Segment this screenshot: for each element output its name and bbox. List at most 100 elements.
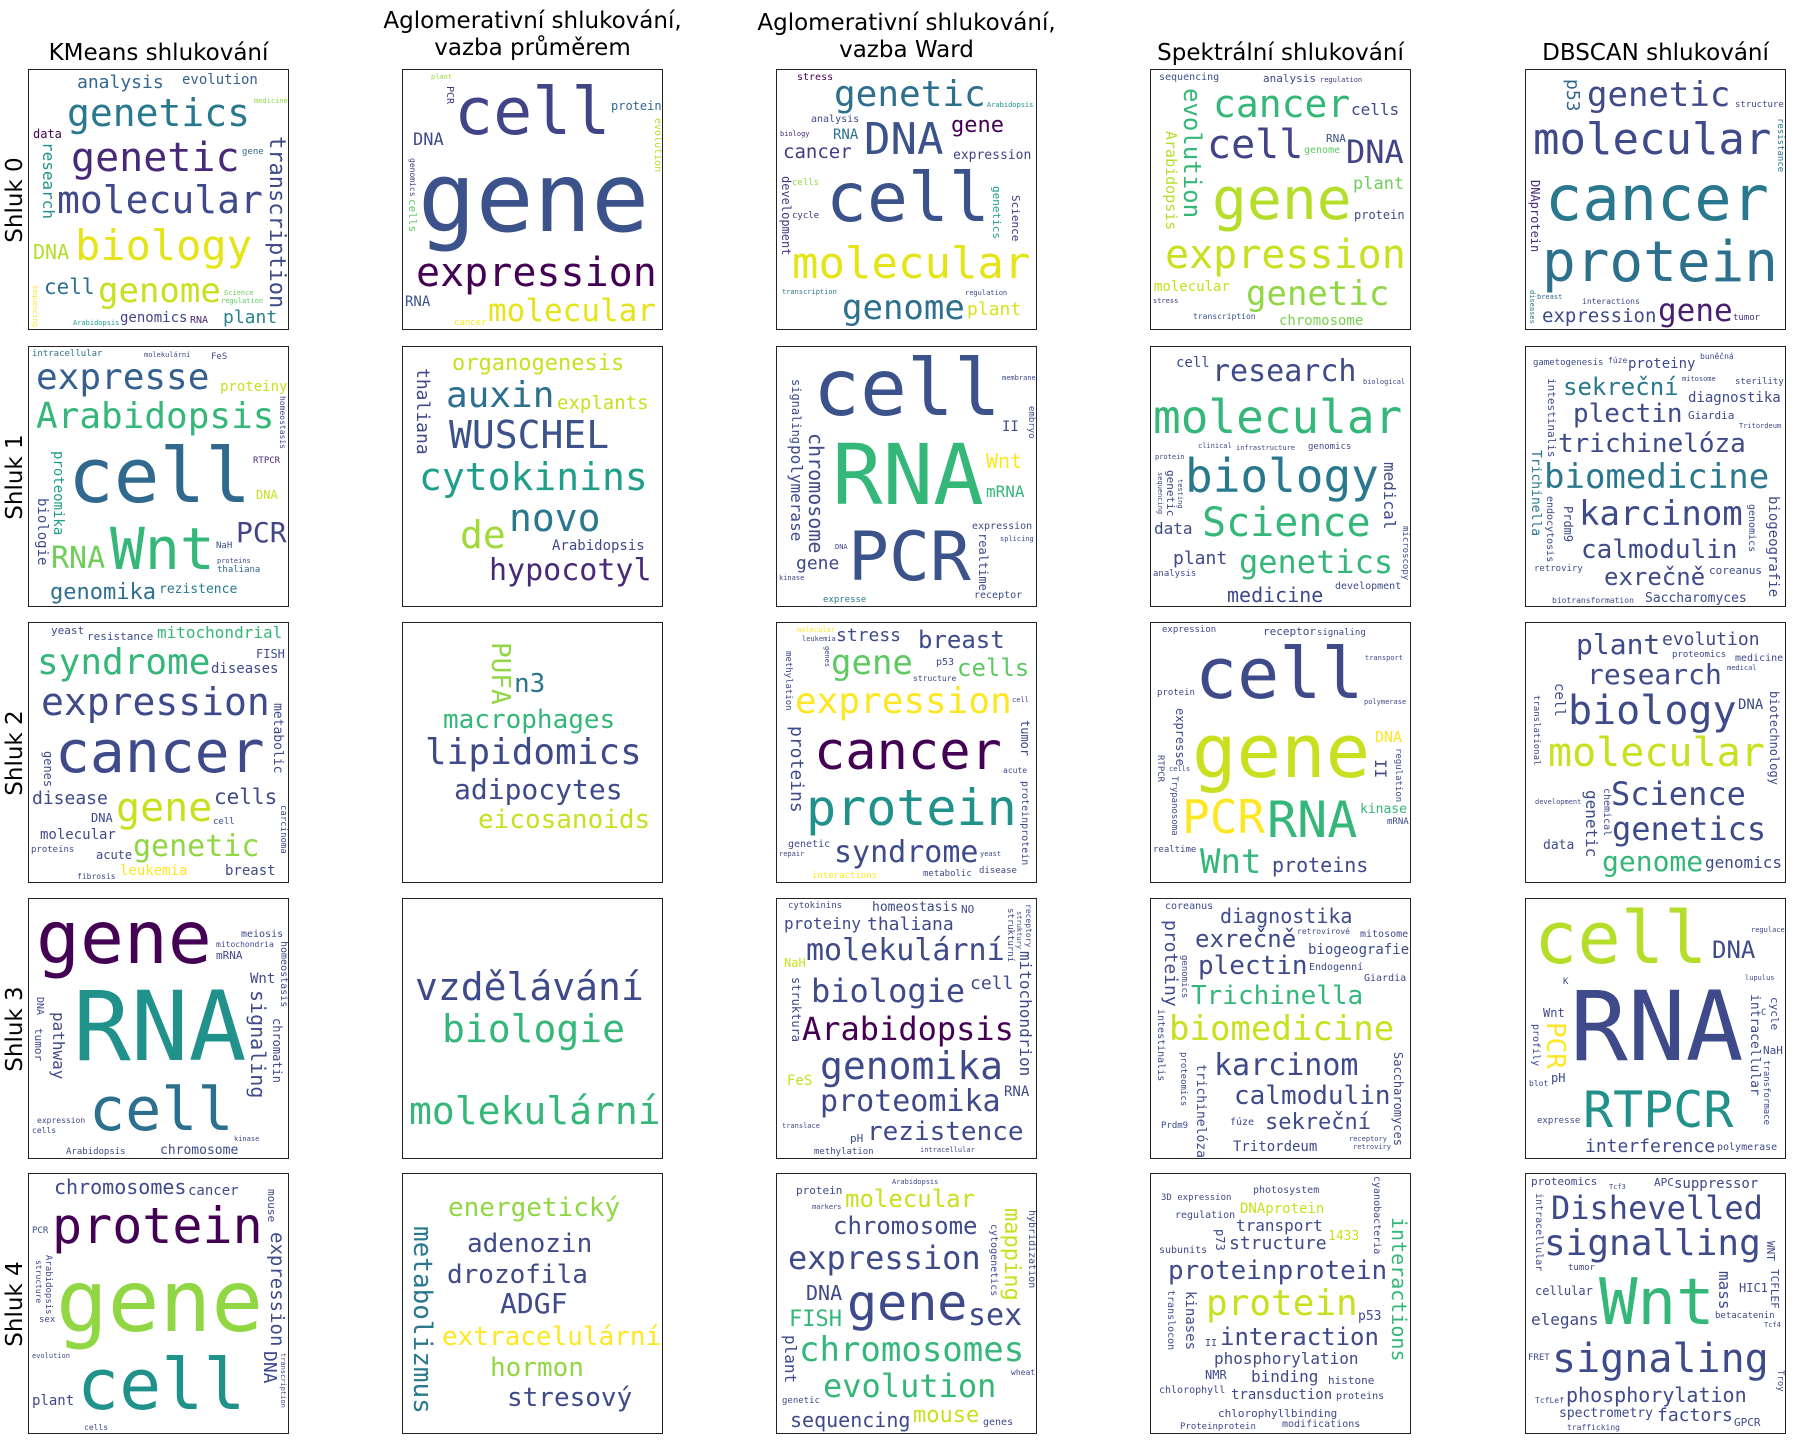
cloud-word: Tcf4 [1764, 1321, 1781, 1329]
cloud-word: wheat [1011, 1368, 1036, 1377]
cloud-word: medicine [1227, 583, 1324, 607]
cloud-word: Proteinprotein [1180, 1422, 1256, 1432]
cloud-word: genetic [1246, 274, 1390, 314]
cloud-word: lipidomics [425, 732, 642, 773]
cloud-word: RNA [1570, 971, 1744, 1083]
cloud-word: Wnt [1543, 1006, 1565, 1020]
cloud-word: chromosome [833, 1212, 978, 1240]
cloud-word: NaH [1763, 1044, 1783, 1057]
cloud-word: fúze [1608, 356, 1628, 365]
cloud-word: carcinoma [278, 805, 289, 854]
cloud-word: DNA [91, 811, 113, 825]
cloud-word: cell [77, 1344, 246, 1426]
cloud-word: histone [1328, 1374, 1375, 1387]
cloud-word: Wnt [250, 971, 276, 987]
cloud-word: gene [1192, 709, 1371, 795]
cloud-word: realtime [975, 533, 990, 591]
cloud-word: cell [1534, 898, 1708, 980]
cloud-word: kinase [234, 1135, 260, 1143]
cloud-word: genome [842, 288, 965, 328]
cloud-word: RTPCR [253, 456, 281, 466]
cloud-word: mitochondrion [1015, 951, 1035, 1077]
cloud-word: cells [214, 785, 278, 809]
cloud-word: cell [454, 75, 611, 150]
cloud-word: microscopy [1400, 526, 1411, 581]
cloud-word: RNA [1004, 1084, 1030, 1100]
cloud-word: Trichinella [1191, 981, 1364, 1011]
cloud-word: analysis [77, 72, 164, 93]
cloud-word: cancer [783, 141, 852, 163]
cloud-word: expression [795, 681, 1012, 722]
cloud-word: structure [913, 674, 957, 683]
cloud-word: resistance [1775, 118, 1786, 173]
cloud-word: II [1205, 1338, 1218, 1349]
cloud-word: Tritordeum [1739, 422, 1782, 430]
cloud-word: explants [557, 392, 649, 414]
cloud-word: structure [34, 1260, 44, 1304]
cloud-word: proteomics [1672, 650, 1727, 660]
wordcloud-panel: RNA gene cell signaling chromosome mitochondr… [28, 898, 289, 1159]
cloud-word: RNA [51, 541, 106, 576]
cloud-word: sequencing [790, 1408, 911, 1432]
cloud-word: RNA [1326, 132, 1346, 145]
cloud-word: signaling [246, 990, 270, 1099]
cloud-word: adipocytes [454, 773, 623, 806]
cloud-word: sterility [1735, 377, 1784, 387]
cloud-word: gene [831, 643, 913, 683]
cloud-word: stress [797, 72, 834, 83]
cloud-word: transformace [1761, 1060, 1772, 1126]
cloud-word: cancer [55, 718, 265, 786]
cloud-word: energetický [448, 1193, 621, 1223]
cloud-word: regulation [221, 297, 264, 305]
column-title: Aglomerativní shlukování, vazba průměrem [383, 8, 682, 61]
cloud-word: genomics [1308, 442, 1352, 452]
cloud-word: phosphorylation [1214, 1349, 1359, 1368]
cloud-word: cycle [1767, 997, 1781, 1031]
cloud-word: cancer [1545, 162, 1769, 235]
cloud-word: buněčná [1700, 352, 1734, 361]
cloud-word: acute [96, 848, 133, 862]
cloud-word: protein [1354, 208, 1405, 222]
cloud-word: protein [1155, 453, 1185, 461]
cloud-word: analysis [1153, 569, 1197, 579]
cloud-word: kinases [1181, 1291, 1198, 1351]
cloud-word: genetic [834, 74, 986, 115]
cloud-word: regulation [1175, 1210, 1236, 1221]
cloud-word: macrophages [443, 705, 616, 735]
row-label: Shluk 2 [2, 709, 28, 796]
cloud-word: genes [40, 751, 55, 788]
cloud-word: RNA [833, 127, 859, 143]
cloud-word: transcription [782, 288, 837, 296]
cloud-word: TCFLEF [1767, 1269, 1781, 1309]
cloud-word: chromatin [269, 1018, 284, 1084]
cloud-word: gene [1658, 293, 1733, 329]
cloud-word: chromosomes [799, 1330, 1025, 1370]
cloud-word: testing [1176, 479, 1185, 509]
cloud-word: meiosis [241, 929, 284, 940]
cloud-word: DNA [258, 1351, 280, 1384]
cloud-word: cellular [1535, 1284, 1593, 1298]
cloud-word: karcinom [1579, 494, 1743, 534]
cloud-word: biotechnology [1766, 691, 1781, 785]
cloud-word: molecular [845, 1185, 976, 1213]
cloud-word: spectrometry [1559, 1406, 1653, 1421]
cloud-word: membrane [1002, 374, 1036, 382]
column-title: Aglomerativní shlukování, vazba Ward [757, 10, 1056, 63]
cloud-word: Trypanosoma [1169, 776, 1180, 836]
cloud-word: homeostasis [278, 396, 288, 449]
cloud-word: metabolic [269, 703, 285, 774]
cloud-word: data [1154, 519, 1193, 538]
cloud-word: sex [39, 1315, 56, 1325]
cloud-word: receptor [974, 590, 1023, 601]
cloud-word: breast [225, 863, 276, 879]
cloud-word: profily [1529, 1024, 1541, 1067]
cloud-word: gene [418, 142, 650, 254]
cloud-word: strukturní [1005, 908, 1016, 963]
cloud-word: PCR [236, 516, 287, 549]
cloud-word: eicosanoids [478, 805, 651, 835]
cloud-word: NaH [216, 541, 233, 551]
cloud-word: APC [1654, 1176, 1674, 1189]
cloud-word: adenozin [467, 1229, 593, 1259]
cloud-word: Tcf3 [1609, 1183, 1626, 1191]
cloud-word: stresový [507, 1383, 633, 1413]
